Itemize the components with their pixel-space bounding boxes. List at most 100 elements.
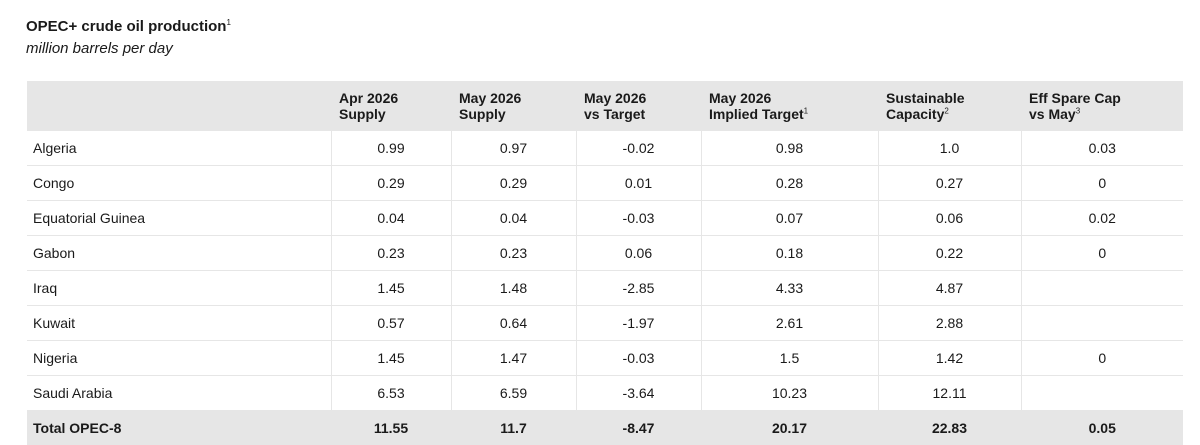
cell: 4.33 — [701, 271, 878, 306]
cell: -2.85 — [576, 271, 701, 306]
cell-text: 10.23 — [772, 385, 807, 401]
cell-text: Equatorial Guinea — [33, 210, 145, 226]
row-label: Total OPEC-8 — [27, 411, 331, 445]
cell — [1021, 271, 1183, 306]
header-line: vs Target — [584, 106, 645, 122]
cell-text: 0.01 — [625, 175, 652, 191]
cell-text: -8.47 — [623, 420, 655, 436]
cell-text: 0.02 — [1089, 210, 1116, 226]
cell: 11.7 — [451, 411, 576, 445]
cell-text: 1.47 — [500, 350, 527, 366]
row-label: Algeria — [27, 131, 331, 166]
cell-text: 0.05 — [1089, 420, 1116, 436]
cell-text: 11.55 — [374, 420, 408, 436]
cell: 0.04 — [331, 201, 451, 236]
cell: 11.55 — [331, 411, 451, 445]
cell: 6.53 — [331, 376, 451, 411]
cell-text: 20.17 — [772, 420, 807, 436]
cell: 0 — [1021, 341, 1183, 376]
cell-text: -0.02 — [623, 140, 655, 156]
row-label: Kuwait — [27, 306, 331, 341]
cell-text: Saudi Arabia — [33, 385, 112, 401]
cell: 0.05 — [1021, 411, 1183, 445]
cell: 0.99 — [331, 131, 451, 166]
cell-text: 0.23 — [377, 245, 404, 261]
cell-text: 0.27 — [936, 175, 963, 191]
column-header — [27, 81, 331, 131]
cell-text: Total OPEC-8 — [33, 420, 121, 436]
header-line: May 2026 — [584, 90, 646, 106]
header-line: Supply — [339, 106, 386, 122]
cell: 0.97 — [451, 131, 576, 166]
cell-text: 0.98 — [776, 140, 803, 156]
table-row: Saudi Arabia 6.53 6.59 -3.64 10.23 12.11 — [27, 376, 1183, 411]
cell: -0.03 — [576, 201, 701, 236]
header-line: Apr 2026 — [339, 90, 398, 106]
cell: 0.98 — [701, 131, 878, 166]
cell — [1021, 376, 1183, 411]
cell-text: 0.03 — [1089, 140, 1116, 156]
cell: 1.48 — [451, 271, 576, 306]
cell-text: 0 — [1098, 245, 1106, 261]
cell: 1.45 — [331, 271, 451, 306]
cell-text: 6.53 — [377, 385, 404, 401]
cell: 22.83 — [878, 411, 1021, 445]
cell: 6.59 — [451, 376, 576, 411]
cell: 0.27 — [878, 166, 1021, 201]
cell-text: 0.23 — [500, 245, 527, 261]
cell-text: 0.06 — [625, 245, 652, 261]
cell: 0.23 — [451, 236, 576, 271]
row-label: Iraq — [27, 271, 331, 306]
cell: 0.29 — [451, 166, 576, 201]
row-label: Nigeria — [27, 341, 331, 376]
cell-text: 4.87 — [936, 280, 963, 296]
cell-text: 1.48 — [500, 280, 527, 296]
cell-text: 1.5 — [780, 350, 799, 366]
header-line: Supply — [459, 106, 506, 122]
table-row: Gabon 0.23 0.23 0.06 0.18 0.22 0 — [27, 236, 1183, 271]
cell: 12.11 — [878, 376, 1021, 411]
cell-text: -3.64 — [623, 385, 655, 401]
cell-text: Nigeria — [33, 350, 77, 366]
cell-text: 6.59 — [500, 385, 527, 401]
cell: 0.23 — [331, 236, 451, 271]
cell: 0.22 — [878, 236, 1021, 271]
cell-text: Gabon — [33, 245, 75, 261]
cell: 0.06 — [878, 201, 1021, 236]
cell: 0.02 — [1021, 201, 1183, 236]
cell: 0 — [1021, 166, 1183, 201]
cell: 0.29 — [331, 166, 451, 201]
header-line: May 2026 — [459, 90, 521, 106]
row-label: Saudi Arabia — [27, 376, 331, 411]
cell-text: 0.06 — [936, 210, 963, 226]
cell: -0.03 — [576, 341, 701, 376]
cell: 1.47 — [451, 341, 576, 376]
cell: 1.0 — [878, 131, 1021, 166]
cell: 1.45 — [331, 341, 451, 376]
cell-text: 0 — [1098, 350, 1106, 366]
row-label: Congo — [27, 166, 331, 201]
footnote-marker: 1 — [226, 18, 230, 27]
cell: 0 — [1021, 236, 1183, 271]
cell: 0.64 — [451, 306, 576, 341]
cell-text: 4.33 — [776, 280, 803, 296]
header-line: Implied Target — [709, 106, 804, 122]
cell-text: 2.88 — [936, 315, 963, 331]
cell: 0.03 — [1021, 131, 1183, 166]
cell-text: 0.18 — [776, 245, 803, 261]
cell-text: 2.61 — [776, 315, 803, 331]
footnote-marker: 1 — [804, 106, 808, 115]
cell-text: Congo — [33, 175, 74, 191]
cell-text: Algeria — [33, 140, 77, 156]
